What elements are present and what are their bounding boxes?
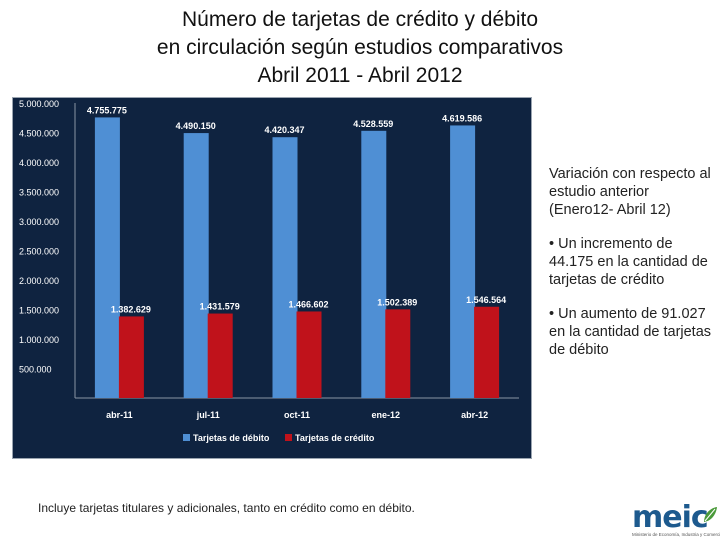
page-title: Número de tarjetas de crédito y débito e… xyxy=(0,6,720,90)
y-tick-label: 1.500.000 xyxy=(19,306,59,316)
legend-label-credit: Tarjetas de crédito xyxy=(295,433,375,443)
leaf-icon xyxy=(704,507,717,522)
credit-value-label: 1.431.579 xyxy=(200,302,240,312)
y-tick-label: 500.000 xyxy=(19,365,52,375)
legend-label-debit: Tarjetas de débito xyxy=(193,433,270,443)
debit-value-label: 4.490.150 xyxy=(176,121,216,131)
x-tick-label: oct-11 xyxy=(284,410,310,420)
credit-bar xyxy=(296,311,322,398)
footnote: Incluye tarjetas titulares y adicionales… xyxy=(38,501,415,515)
logo-subtitle: Ministerio de Economía, Industria y Come… xyxy=(632,532,720,537)
variation-notes: Variación con respecto al estudio anteri… xyxy=(549,165,717,375)
title-line-2: en circulación según estudios comparativ… xyxy=(156,36,564,59)
credit-value-label: 1.466.602 xyxy=(288,299,328,309)
x-tick-label: ene-12 xyxy=(372,410,401,420)
legend-swatch-credit xyxy=(285,434,292,441)
variation-intro: Variación con respecto al estudio anteri… xyxy=(549,166,711,218)
x-tick-label: abr-12 xyxy=(461,410,488,420)
y-tick-label: 1.000.000 xyxy=(19,335,59,345)
chart-panel: 500.000 1.000.000 1.500.000 2.000.000 2.500.… xyxy=(12,97,532,459)
credit-value-label: 1.382.629 xyxy=(111,304,151,314)
y-tick-label: 3.000.000 xyxy=(19,217,59,227)
x-tick-label: abr-11 xyxy=(106,410,133,420)
title-line-1: Número de tarjetas de crédito y débito xyxy=(181,8,539,31)
y-tick-label: 5.000.000 xyxy=(19,99,59,109)
y-tick-label: 3.500.000 xyxy=(19,188,59,198)
credit-bar xyxy=(385,309,411,398)
debit-value-label: 4.755.775 xyxy=(87,105,127,115)
debit-bar xyxy=(183,133,209,398)
debit-value-label: 4.619.586 xyxy=(442,113,482,123)
debit-increase-note: • Un aumento de 91.027 en la cantidad de… xyxy=(549,306,712,358)
credit-bar xyxy=(118,316,144,398)
legend-swatch-debit xyxy=(183,434,190,441)
debit-bar xyxy=(94,117,120,398)
y-tick-label: 4.500.000 xyxy=(19,129,59,139)
debit-value-label: 4.528.559 xyxy=(353,119,393,129)
bar-chart: 500.000 1.000.000 1.500.000 2.000.000 2.500.… xyxy=(19,99,519,443)
debit-bar xyxy=(272,137,298,398)
debit-value-label: 4.420.347 xyxy=(264,125,304,135)
y-tick-label: 2.000.000 xyxy=(19,276,59,286)
credit-value-label: 1.546.564 xyxy=(466,295,506,305)
title-line-3: Abril 2011 - Abril 2012 xyxy=(257,64,463,87)
credit-increase-note: • Un incremento de 44.175 en la cantidad… xyxy=(549,236,708,288)
credit-value-label: 1.502.389 xyxy=(377,297,417,307)
meic-logo: meic Ministerio de Economía, Industria y… xyxy=(630,500,720,538)
debit-bar xyxy=(450,125,476,398)
y-tick-label: 2.500.000 xyxy=(19,247,59,257)
debit-bar xyxy=(361,130,387,399)
credit-bar xyxy=(474,306,500,398)
y-tick-label: 4.000.000 xyxy=(19,158,59,168)
credit-bar xyxy=(207,313,233,398)
x-tick-label: jul-11 xyxy=(196,410,220,420)
logo-wordmark: meic xyxy=(632,500,709,535)
